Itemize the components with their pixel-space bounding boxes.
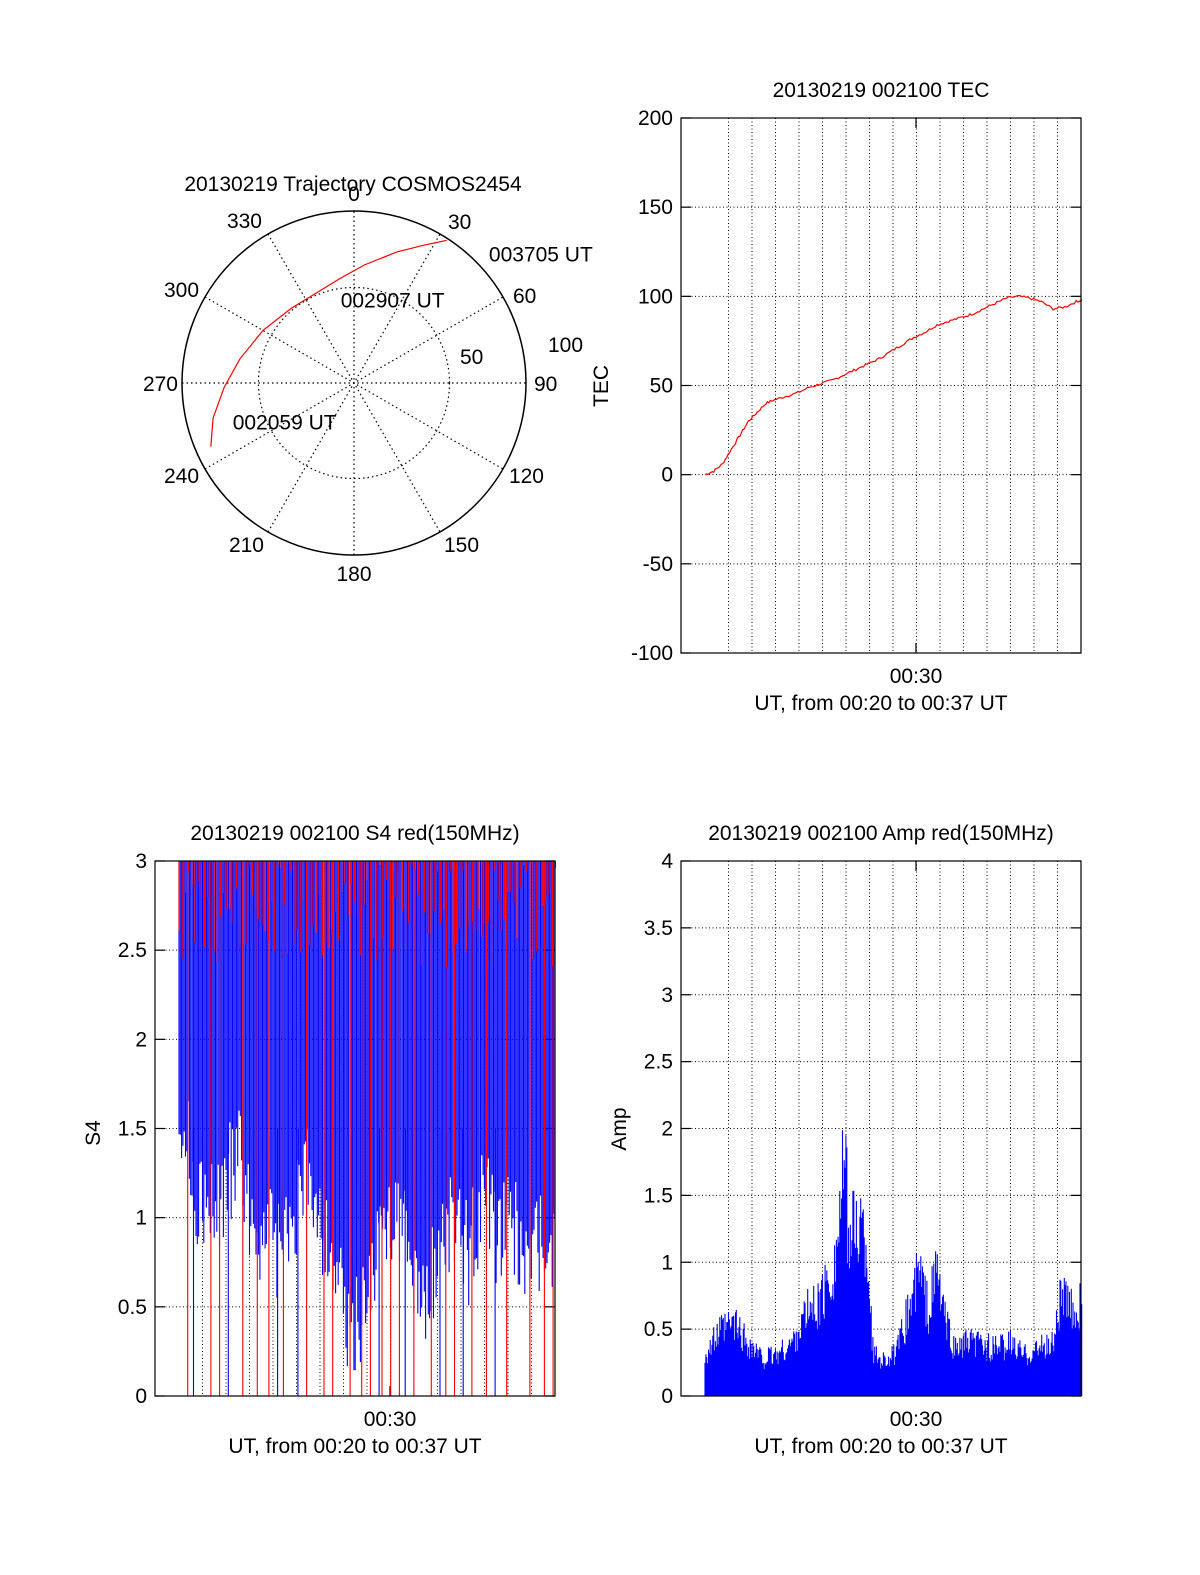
tec-series-line (704, 295, 1083, 476)
tec-x-tick-label: 00:30 (890, 665, 943, 688)
polar-ring-50 (257, 286, 451, 480)
tec-plot-frame (680, 117, 1082, 654)
y-tick-label: 0 (661, 1385, 673, 1408)
amp-title: 20130219 002100 Amp red(150MHz) (708, 822, 1054, 845)
y-tick-label: 3.5 (644, 917, 673, 940)
y-tick-label: 2 (661, 1118, 673, 1141)
polar-spoke (267, 233, 441, 533)
amp-plot-frame (680, 860, 1082, 1397)
y-tick-label: 200 (638, 107, 673, 130)
amp-series (704, 1130, 1083, 1396)
y-tick-label: 150 (638, 196, 673, 219)
y-tick-label: 4 (661, 850, 673, 873)
trajectory-title: 20130219 Trajectory COSMOS2454 (184, 173, 522, 196)
s4-red-series-trace (178, 861, 556, 1396)
y-tick-label: 2.5 (644, 1051, 673, 1074)
s4-panel: 20130219 002100 S4 red(150MHz) 3 2.5 2 1.5 1… (82, 822, 556, 1458)
polar-azimuth-label-30: 30 (448, 211, 471, 234)
y-tick-label: 1 (661, 1251, 673, 1274)
y-tick-label: 3 (661, 984, 673, 1007)
s4-x-axis-label: UT, from 00:20 to 00:37 UT (228, 1435, 481, 1458)
amp-y-axis-label: Amp (608, 1107, 631, 1150)
polar-azimuth-labels: 0 30 60 90 120 150 180 210 240 270 300 330 (143, 183, 557, 586)
y-tick-label: 0 (661, 464, 673, 487)
amp-y-tick-labels: 4 3.5 3 2.5 2 1.5 1 0.5 0 (644, 850, 674, 1408)
satellite-track-line (210, 239, 447, 447)
polar-azimuth-label-90: 90 (534, 373, 557, 396)
y-tick-label: 1.5 (118, 1118, 147, 1141)
polar-azimuth-label-180: 180 (336, 563, 371, 586)
tec-title: 20130219 002100 TEC (773, 79, 990, 102)
s4-title: 20130219 002100 S4 red(150MHz) (190, 822, 519, 845)
polar-azimuth-label-330: 330 (227, 210, 262, 233)
track-mid-time-label: 002907 UT (341, 290, 445, 313)
y-tick-label: 2.5 (118, 939, 147, 962)
track-start-time-label: 002059 UT (233, 412, 337, 435)
y-tick-label: 50 (650, 375, 673, 398)
tec-panel: 20130219 002100 TEC 200150100500-50-100 … (590, 79, 1083, 715)
track-end-time-label: 003705 UT (489, 244, 593, 267)
polar-radius-label-50: 50 (460, 346, 483, 369)
polar-azimuth-label-300: 300 (164, 279, 199, 302)
s4-y-axis-label: S4 (82, 1120, 105, 1146)
polar-azimuth-label-120: 120 (509, 465, 544, 488)
polar-azimuth-label-270: 270 (143, 373, 178, 396)
y-tick-label: -100 (631, 642, 673, 665)
y-tick-label: 3 (135, 850, 147, 873)
tec-x-axis-label: UT, from 00:20 to 00:37 UT (754, 692, 1007, 715)
polar-azimuth-label-210: 210 (229, 534, 264, 557)
y-tick-label: 0.5 (118, 1296, 147, 1319)
tec-y-axis-label: TEC (590, 365, 613, 407)
s4-plot-frame (154, 860, 556, 1397)
polar-azimuth-label-0: 0 (348, 183, 360, 206)
tec-y-tick-labels: 200 150 100 50 0 -50 -100 (631, 107, 673, 665)
y-tick-label: 0.5 (644, 1318, 673, 1341)
s4-series (178, 861, 556, 1396)
amp-x-axis-label: UT, from 00:20 to 00:37 UT (754, 1435, 1007, 1458)
s4-y-tick-labels: 3 2.5 2 1.5 1 0.5 0 (118, 850, 147, 1408)
amp-blue-series-bars (704, 1130, 1083, 1396)
s4-blue-dropouts (192, 1128, 496, 1396)
trajectory-polar-plot: 20130219 Trajectory COSMOS2454 0 30 60 90 12… (143, 173, 593, 586)
amp-x-tick-label: 00:30 (890, 1408, 943, 1431)
polar-azimuth-label-60: 60 (513, 285, 536, 308)
polar-azimuth-label-240: 240 (164, 465, 199, 488)
y-tick-label: 2 (135, 1028, 147, 1051)
amp-panel: 20130219 002100 Amp red(150MHz) 4 3.5 3 2.5… (608, 822, 1083, 1458)
y-tick-label: 0 (135, 1385, 147, 1408)
polar-radius-label-100: 100 (548, 334, 583, 357)
polar-azimuth-label-150: 150 (444, 534, 479, 557)
y-tick-label: -50 (643, 553, 673, 576)
y-tick-label: 1.5 (644, 1184, 673, 1207)
y-tick-label: 1 (135, 1207, 147, 1230)
s4-blue-series-trace (178, 861, 556, 1371)
y-tick-label: 100 (638, 285, 673, 308)
s4-x-tick-label: 00:30 (364, 1408, 417, 1431)
amp-grid (681, 860, 1081, 1397)
polar-grid (181, 210, 527, 556)
